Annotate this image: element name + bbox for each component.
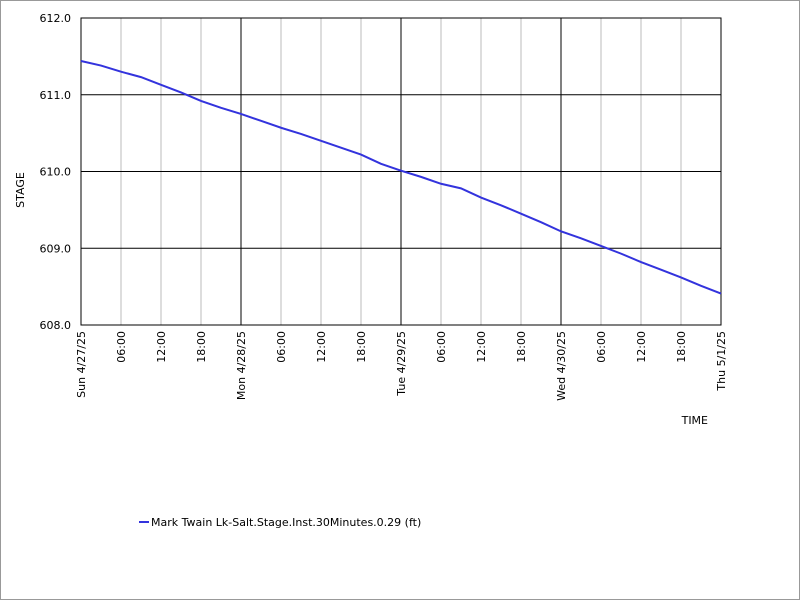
x-tick-label: 06:00 — [595, 331, 608, 363]
x-tick-label: 18:00 — [195, 331, 208, 363]
plot-border — [80, 17, 722, 326]
x-tick-label: Mon 4/28/25 — [235, 331, 248, 400]
x-tick-label: 18:00 — [515, 331, 528, 363]
y-tick-label: 610.0 — [40, 166, 72, 179]
data-line — [80, 60, 722, 295]
x-tick-label: 12:00 — [635, 331, 648, 363]
x-tick-label: Wed 4/30/25 — [555, 331, 568, 401]
x-tick-label: Thu 5/1/25 — [715, 331, 728, 392]
y-tick-label: 609.0 — [40, 242, 72, 255]
y-tick-label: 608.0 — [40, 319, 72, 332]
x-tick-label: 18:00 — [355, 331, 368, 363]
y-tick-label: 611.0 — [40, 89, 72, 102]
x-tick-label: 06:00 — [435, 331, 448, 363]
x-axis-label: TIME — [681, 414, 708, 427]
legend-label: Mark Twain Lk-Salt.Stage.Inst.30Minutes.… — [151, 516, 421, 529]
y-tick-label: 612.0 — [40, 12, 72, 25]
x-tick-label: 06:00 — [275, 331, 288, 363]
x-tick-label: Sun 4/27/25 — [75, 331, 88, 398]
x-tick-label: 12:00 — [315, 331, 328, 363]
x-tick-label: 12:00 — [475, 331, 488, 363]
x-tick-label: 06:00 — [115, 331, 128, 363]
x-tick-label: Tue 4/29/25 — [395, 331, 408, 397]
x-tick-label: 12:00 — [155, 331, 168, 363]
y-axis-label: STAGE — [14, 172, 27, 208]
x-tick-label: 18:00 — [675, 331, 688, 363]
